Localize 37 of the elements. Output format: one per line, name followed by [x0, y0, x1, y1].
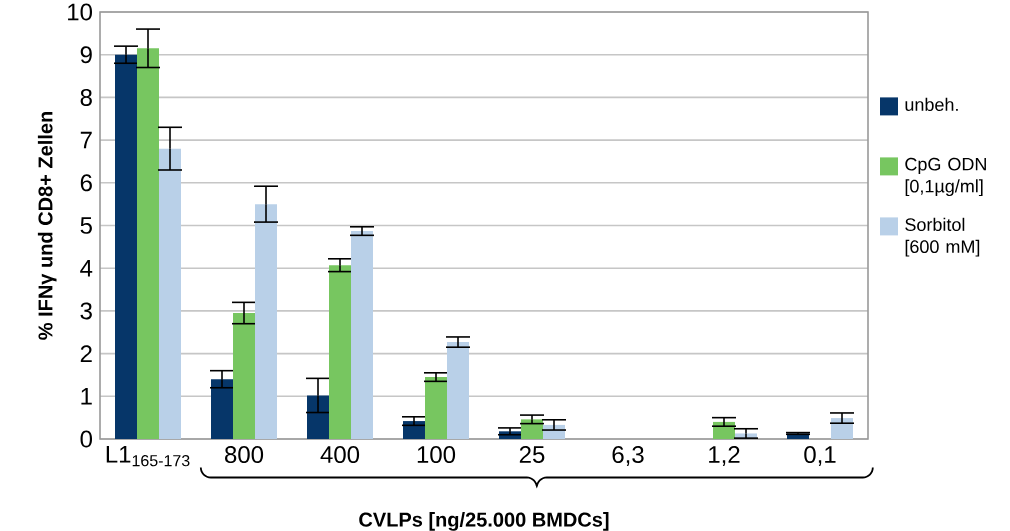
y-tick-label: 0 [80, 430, 93, 448]
bar [159, 148, 181, 439]
bar [137, 48, 160, 439]
bar [351, 231, 374, 439]
x-tick-label: 100 [417, 446, 456, 464]
x-axis-title: CVLPs [ng/25.000 BMDCs] [359, 512, 609, 531]
legend-label: CpG ODN [0,1µg/ml] [905, 157, 986, 197]
y-tick-label: 4 [80, 259, 93, 277]
y-tick-label: 8 [80, 88, 92, 106]
bar [255, 204, 278, 439]
bar [425, 377, 447, 439]
bar [447, 342, 470, 439]
bar [115, 54, 137, 439]
x-tick-label: 25 [519, 446, 545, 464]
x-tick-label: 6,3 [612, 446, 644, 466]
x-tick-label: 800 [225, 446, 264, 464]
y-tick-label: 5 [80, 217, 92, 234]
bar [307, 395, 330, 439]
y-tick-label: 10 [68, 3, 93, 21]
x-tick-label: 0,1 [804, 446, 836, 466]
y-tick-label: 3 [80, 302, 92, 320]
legend-label: unbeh. [905, 97, 958, 112]
bar [329, 265, 351, 439]
y-tick-label: 9 [80, 46, 92, 64]
y-tick-label: 1 [81, 388, 92, 405]
y-tick-label: 6 [80, 174, 92, 192]
bar [211, 379, 234, 439]
x-tick-label: 400 [320, 446, 360, 464]
y-tick-label: 2 [80, 345, 92, 362]
x-tick-label: 1,2 [709, 446, 740, 466]
bar [521, 419, 544, 439]
x-tick-label: L1$_{165-173}$ [106, 446, 190, 467]
bar [403, 421, 426, 439]
y-tick-label: 7 [80, 131, 92, 149]
legend-label: Sorbitol [600 mM] [905, 217, 980, 257]
y-axis-title: % IFNγ und CD8+ Zellen [37, 112, 57, 340]
bar [233, 313, 255, 439]
